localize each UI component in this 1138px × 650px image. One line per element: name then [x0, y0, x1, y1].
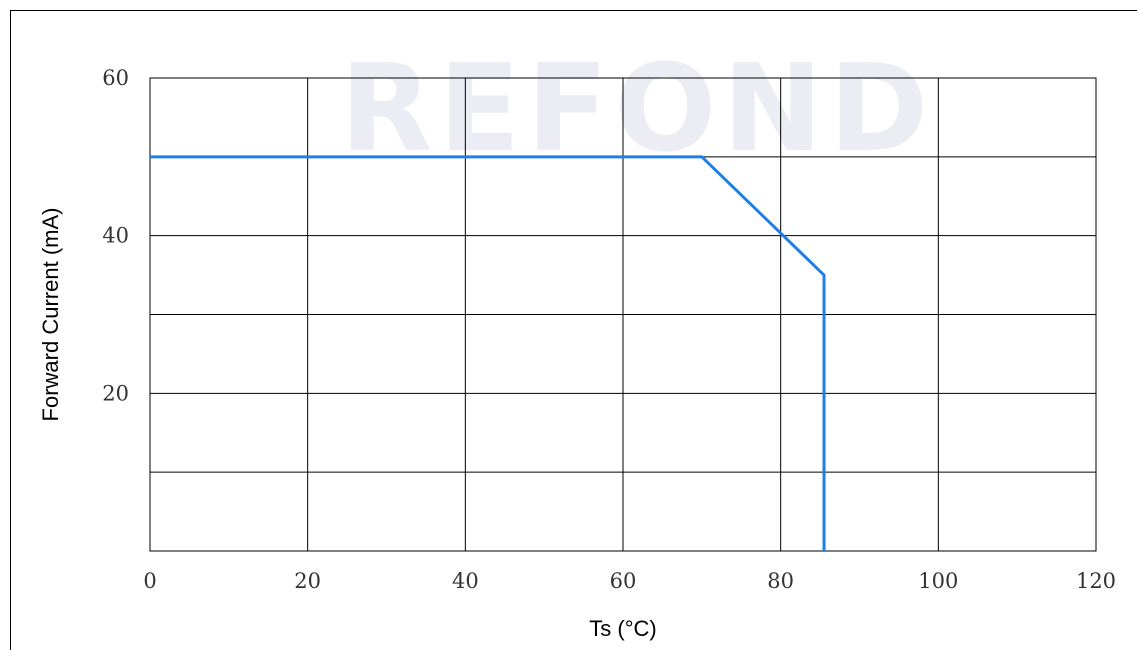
page-frame: [10, 10, 1137, 650]
y-axis-title: Forward Current (mA): [38, 208, 63, 422]
x-tick-label: 80: [767, 569, 794, 593]
y-tick-label: 40: [102, 224, 129, 248]
plot-area-frame: [149, 77, 1097, 552]
grid: [150, 78, 1096, 551]
y-tick-label: 20: [102, 381, 129, 405]
x-tick-label: 60: [610, 569, 637, 593]
tick-labels: 0 20 40 60 80 100 120 20 40 60: [102, 66, 1116, 593]
x-axis-title: Ts (°C): [589, 616, 656, 641]
x-tick-label: 40: [452, 569, 479, 593]
x-tick-label: 20: [294, 569, 321, 593]
x-tick-label: 100: [918, 569, 958, 593]
series-layer: [150, 155, 826, 551]
series-line: [150, 155, 826, 551]
x-tick-label: 0: [143, 569, 156, 593]
x-tick-label: 120: [1076, 569, 1116, 593]
y-tick-label: 60: [102, 66, 129, 90]
